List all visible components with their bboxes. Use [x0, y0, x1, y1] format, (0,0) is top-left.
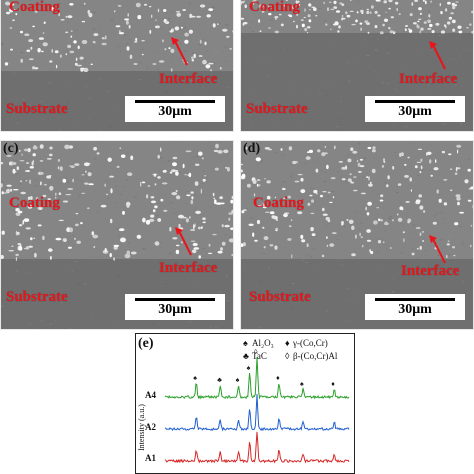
sem-panel-c: (c) Coating Interface Substrate 30μm	[0, 140, 234, 330]
peak-marker: ♠	[247, 364, 251, 372]
scale-bar: 30μm	[125, 96, 225, 122]
peak-marker: ◊	[254, 348, 258, 356]
sem-panel-b: Coating Interface Substrate 30μm	[240, 0, 474, 132]
xrd-peak-markers: ♠ ♣ ♠♠◊♦♠ ♦	[193, 348, 335, 388]
coating-label: Coating	[9, 195, 60, 211]
xrd-trace-a2	[164, 394, 350, 432]
peak-marker: ♣	[217, 376, 222, 384]
xrd-panel-label: (e)	[138, 336, 154, 351]
interface-label: Interface	[401, 263, 460, 279]
scale-bar: 30μm	[365, 96, 465, 122]
legend-symbol-beta: ◊	[285, 351, 290, 361]
legend-text-tac: TaC	[252, 351, 267, 361]
interface-arrow	[175, 227, 192, 256]
interface-arrow	[429, 235, 446, 264]
interface-arrow	[429, 41, 446, 70]
sem-panel-a: Coating Interface Substrate 30μm	[0, 0, 234, 132]
xrd-trace-a1	[164, 431, 350, 464]
xrd-ylabel: Intensity (a.u.)	[137, 404, 146, 451]
xrd-frame	[135, 333, 355, 474]
scale-bar: 30μm	[365, 294, 465, 320]
xrd-chart: (e) Intensity (a.u.) ♠ Al₂O₃ ♦ γ-(Co,Cr)…	[135, 333, 355, 474]
interface-label: Interface	[159, 260, 218, 276]
peak-marker: ♠	[193, 374, 197, 382]
substrate-label: Substrate	[246, 101, 308, 117]
interface-label: Interface	[399, 71, 458, 87]
xrd-traces	[164, 356, 350, 464]
substrate-label: Substrate	[6, 289, 68, 305]
xrd-legend: ♠ Al₂O₃ ♦ γ-(Co,Cr) ♣ TaC ◊ β-(Co,Cr)Al	[243, 338, 338, 361]
series-label-a1: A1	[145, 453, 156, 463]
coating-label: Coating	[249, 0, 300, 15]
series-label-a2: A2	[145, 422, 156, 432]
panel-letter-c: (c)	[3, 141, 19, 156]
legend-text-al2o3: Al₂O₃	[252, 338, 274, 348]
panel-letter-d: (d)	[243, 141, 261, 156]
interface-arrow	[171, 37, 188, 66]
legend-text-beta: β-(Co,Cr)Al	[293, 351, 338, 361]
legend-text-gamma: γ-(Co,Cr)	[292, 338, 328, 348]
peak-marker: ♠	[236, 376, 240, 384]
peak-marker: ♠	[300, 380, 304, 388]
legend-symbol-al2o3: ♠	[243, 338, 248, 348]
coating-label: Coating	[253, 195, 304, 211]
series-label-a4: A4	[145, 390, 156, 400]
scale-bar: 30μm	[125, 294, 225, 320]
interface-label: Interface	[159, 71, 218, 87]
coating-label: Coating	[9, 0, 60, 15]
xrd-trace-a4	[164, 356, 350, 400]
substrate-label: Substrate	[6, 101, 68, 117]
peak-marker: ♦	[331, 380, 335, 388]
legend-symbol-tac: ♣	[243, 351, 249, 361]
sem-panel-d: (d) Coating Interface Substrate 30μm	[240, 140, 474, 330]
legend-symbol-gamma: ♦	[285, 338, 290, 348]
peak-marker: ♦	[276, 374, 280, 382]
substrate-label: Substrate	[249, 289, 311, 305]
